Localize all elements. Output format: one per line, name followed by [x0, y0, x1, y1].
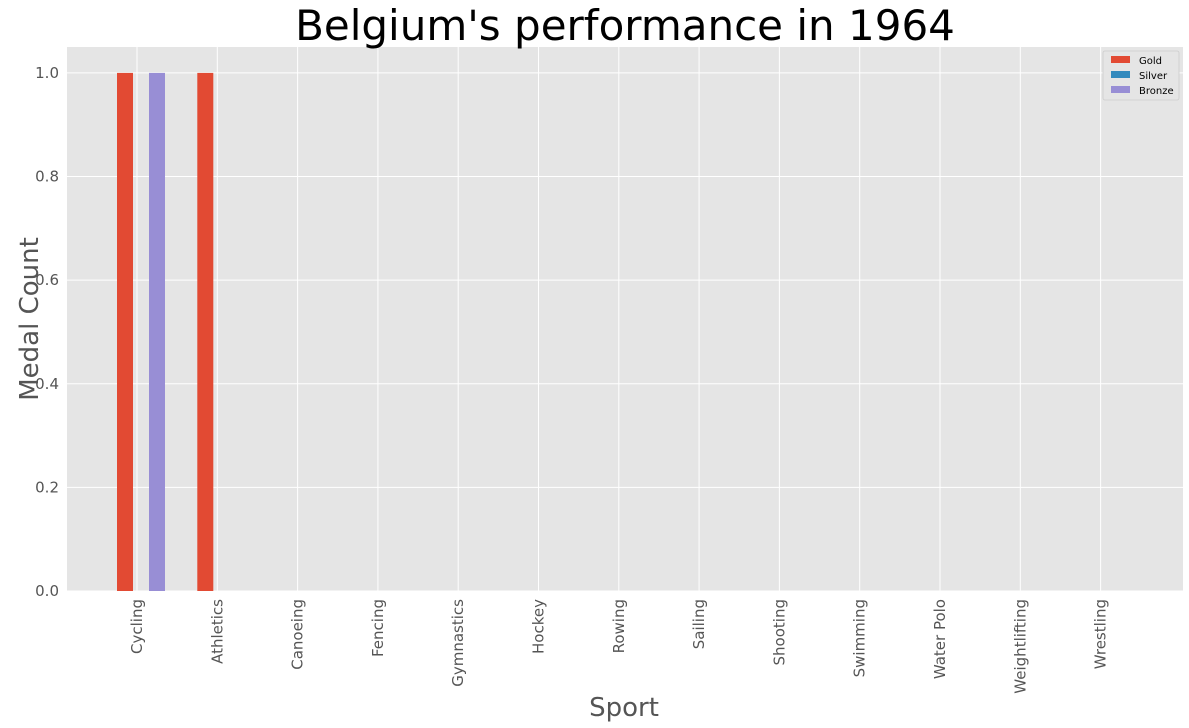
bar-bronze: [149, 72, 165, 591]
bar-gold: [197, 72, 214, 591]
x-tick-label: Sailing: [690, 599, 708, 649]
x-tick-label: Shooting: [770, 599, 788, 665]
x-tick-label: Athletics: [208, 599, 226, 664]
legend: Gold Silver Bronze: [1102, 50, 1180, 101]
plot-background: [67, 47, 1183, 591]
bars: [117, 72, 214, 591]
y-tick-label: 0.0: [35, 582, 59, 600]
y-tick-label: 0.4: [35, 375, 59, 393]
y-axis-title: Medal Count: [15, 237, 45, 401]
x-tick-label: Fencing: [369, 599, 387, 657]
y-tick-label: 0.2: [35, 478, 59, 496]
y-tick-labels: 0.0 0.2 0.4 0.6 0.8 1.0: [35, 64, 59, 600]
chart-title: Belgium's performance in 1964: [295, 1, 955, 50]
x-tick-label: Rowing: [610, 599, 628, 653]
bar-gold: [117, 72, 133, 591]
x-tick-label: Water Polo: [931, 599, 949, 679]
legend-label-gold: Gold: [1139, 56, 1162, 67]
legend-label-bronze: Bronze: [1139, 86, 1174, 97]
y-tick-label: 0.6: [35, 271, 59, 289]
x-tick-label: Gymnastics: [449, 599, 467, 687]
legend-swatch-bronze: [1111, 86, 1130, 93]
y-tick-label: 1.0: [35, 64, 59, 82]
x-tick-label: Canoeing: [289, 599, 307, 670]
legend-swatch-gold: [1111, 56, 1130, 63]
x-tick-label: Cycling: [128, 599, 146, 654]
y-tick-label: 0.8: [35, 168, 59, 186]
legend-swatch-silver: [1111, 71, 1130, 78]
x-axis-title: Sport: [589, 693, 659, 723]
grid-lines: [67, 47, 1183, 592]
x-tick-label: Swimming: [851, 599, 869, 677]
x-tick-label: Wrestling: [1092, 599, 1110, 669]
x-tick-label: Hockey: [530, 599, 548, 654]
x-tick-label: Weightlifting: [1011, 599, 1029, 694]
x-tick-labels: Cycling Athletics Canoeing Fencing Gymnastic…: [128, 599, 1110, 694]
legend-label-silver: Silver: [1139, 71, 1168, 82]
